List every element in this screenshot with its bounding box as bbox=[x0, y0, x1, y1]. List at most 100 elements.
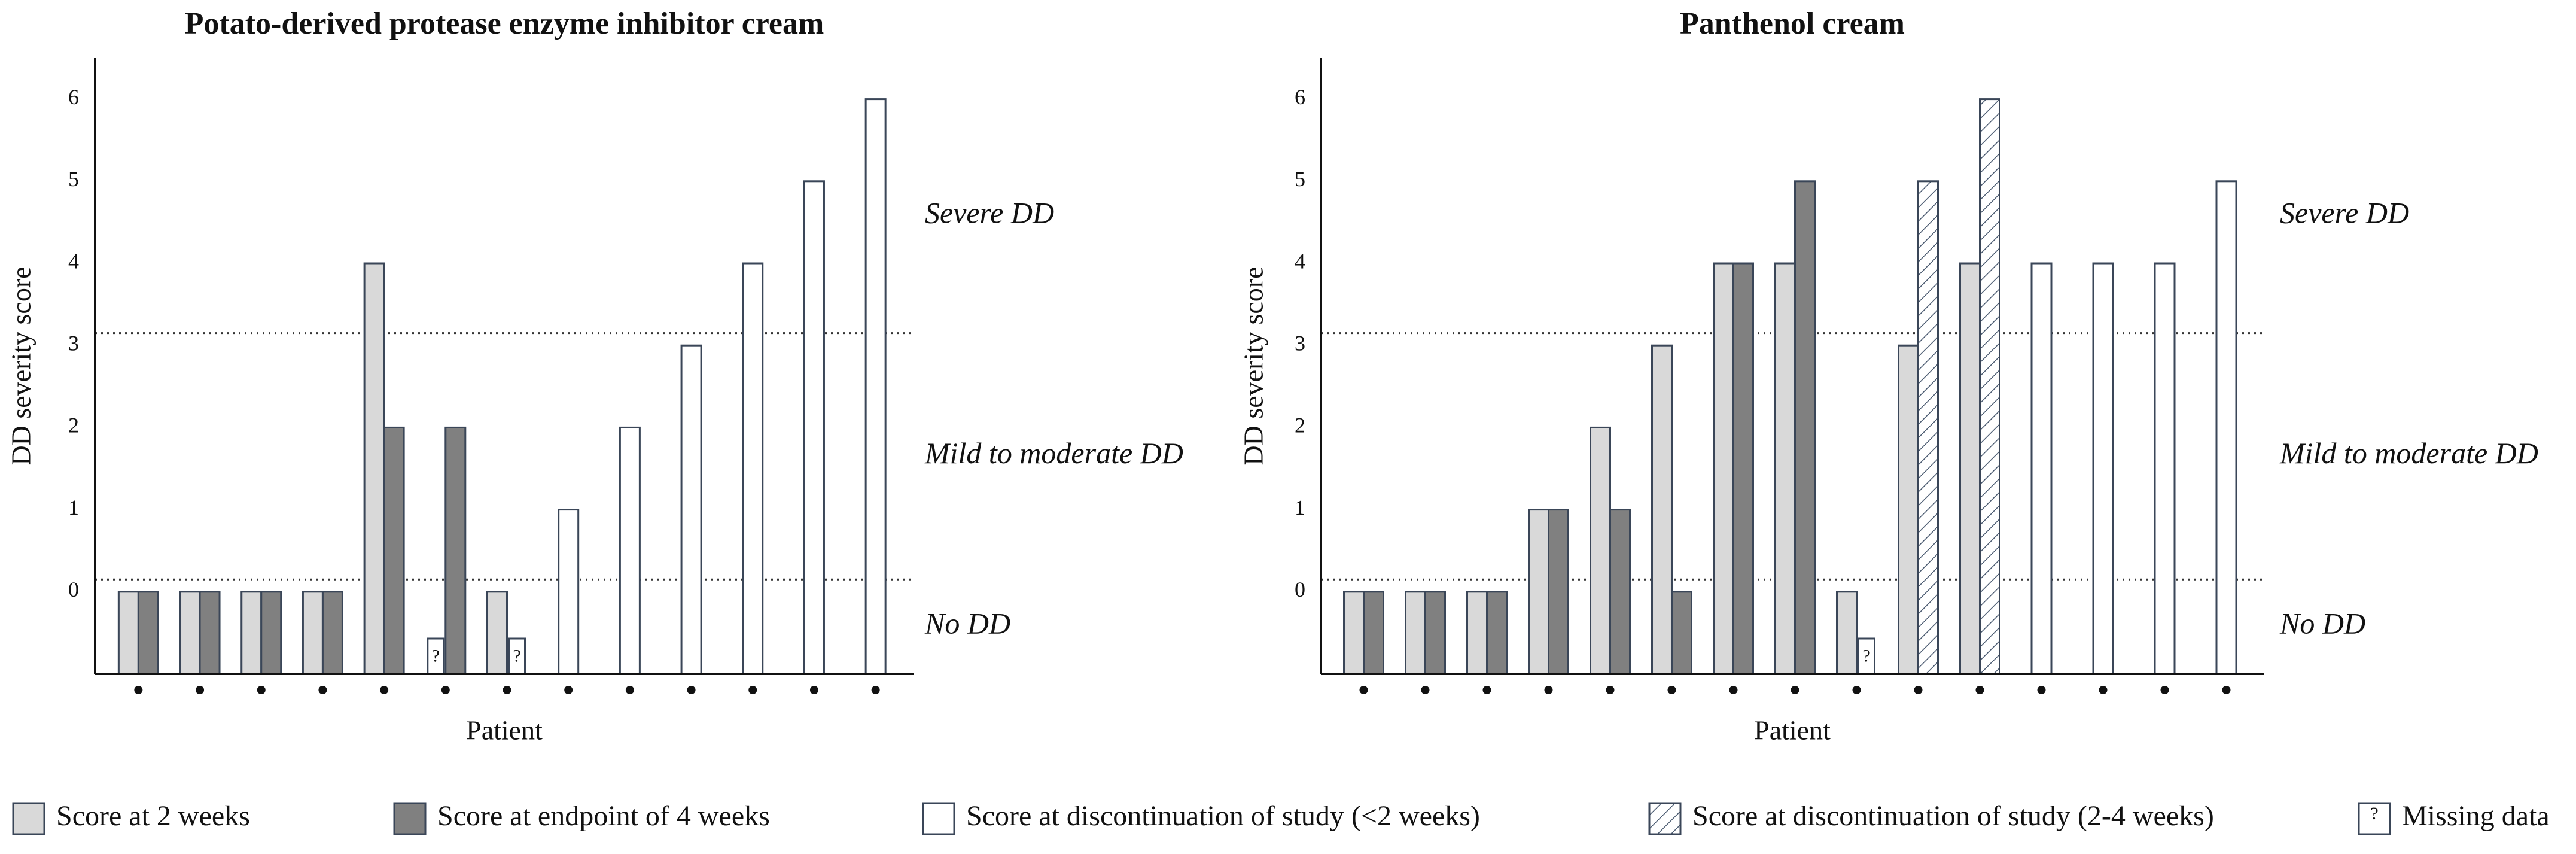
region-annotation: No DD bbox=[924, 607, 1010, 640]
bar bbox=[302, 591, 324, 675]
category-dot bbox=[2099, 686, 2108, 694]
legend-symbol: ? bbox=[2370, 804, 2378, 823]
y-tick-label: 2 bbox=[1295, 414, 1305, 437]
legend-swatch bbox=[12, 802, 45, 835]
region-annotation: No DD bbox=[2279, 607, 2365, 640]
bar bbox=[680, 344, 702, 675]
category-dot bbox=[1791, 686, 1799, 694]
category-dot bbox=[1729, 686, 1738, 694]
category-dot bbox=[196, 686, 205, 694]
legend-swatch bbox=[393, 802, 427, 835]
y-tick-label: 3 bbox=[1295, 331, 1305, 355]
legend-label: Missing data bbox=[2402, 800, 2550, 832]
category-dot bbox=[1421, 686, 1430, 694]
bar bbox=[444, 426, 467, 675]
missing-label: ? bbox=[1862, 646, 1870, 665]
category-dot bbox=[809, 686, 818, 694]
category-dot bbox=[1606, 686, 1615, 694]
category-dot bbox=[625, 686, 634, 694]
legend-swatch bbox=[1648, 802, 1682, 835]
category-dot bbox=[748, 686, 757, 694]
bar bbox=[619, 426, 641, 675]
bar bbox=[1732, 262, 1754, 675]
missing-box bbox=[427, 637, 445, 675]
bar bbox=[2030, 262, 2053, 675]
bar bbox=[742, 262, 764, 675]
category-dot bbox=[871, 686, 880, 694]
y-tick-label: 0 bbox=[68, 578, 79, 601]
bar bbox=[1979, 98, 2000, 675]
category-dot bbox=[1852, 686, 1861, 694]
bar bbox=[803, 180, 825, 675]
bar bbox=[1774, 262, 1796, 675]
bar bbox=[1671, 591, 1692, 675]
chart-title: Panthenol cream bbox=[1680, 7, 1905, 41]
bar bbox=[1590, 426, 1611, 675]
legend-label: Score at discontinuation of study (2-4 w… bbox=[1692, 800, 2214, 832]
x-axis-title: Patient bbox=[1754, 715, 1831, 746]
y-tick-label: 2 bbox=[68, 414, 79, 437]
bar bbox=[1424, 591, 1446, 675]
category-dot bbox=[1667, 686, 1676, 694]
legend-label: Score at endpoint of 4 weeks bbox=[437, 800, 770, 832]
bar bbox=[1794, 180, 1816, 675]
y-tick-label: 6 bbox=[68, 85, 79, 109]
bar bbox=[179, 591, 201, 675]
y-tick-label: 4 bbox=[1295, 249, 1305, 273]
bar bbox=[1466, 591, 1488, 675]
category-dot bbox=[441, 686, 450, 694]
bar bbox=[1917, 180, 1939, 675]
y-axis-title: DD severity score bbox=[6, 266, 36, 465]
category-dot bbox=[2222, 686, 2231, 694]
missing-label: ? bbox=[432, 646, 440, 665]
category-dot bbox=[134, 686, 143, 694]
bar bbox=[1959, 262, 1981, 675]
y-tick-label: 6 bbox=[1295, 85, 1305, 109]
bar bbox=[1548, 509, 1569, 675]
bar bbox=[363, 262, 385, 675]
category-dot bbox=[2037, 686, 2046, 694]
y-tick-label: 1 bbox=[68, 496, 79, 519]
bar bbox=[486, 591, 508, 675]
bar bbox=[117, 591, 139, 675]
category-dot bbox=[2160, 686, 2169, 694]
bar bbox=[199, 591, 221, 675]
category-dot bbox=[1975, 686, 1984, 694]
y-tick-label: 3 bbox=[68, 331, 79, 355]
category-dot bbox=[564, 686, 573, 694]
bar bbox=[1609, 509, 1631, 675]
category-dot bbox=[257, 686, 266, 694]
y-axis-title: DD severity score bbox=[1238, 266, 1269, 465]
bar bbox=[2092, 262, 2114, 675]
y-tick-label: 0 bbox=[1295, 578, 1305, 601]
region-annotation: Mild to moderate DD bbox=[2279, 436, 2538, 470]
y-tick-label: 1 bbox=[1295, 496, 1305, 519]
region-annotation: Severe DD bbox=[2280, 196, 2409, 230]
bar bbox=[558, 509, 580, 675]
y-tick-label: 5 bbox=[1295, 167, 1305, 191]
bar bbox=[137, 591, 159, 675]
bar bbox=[1343, 591, 1365, 675]
category-dot bbox=[503, 686, 511, 694]
bar bbox=[1898, 344, 1919, 675]
region-annotation: Severe DD bbox=[925, 196, 1054, 230]
bar bbox=[2154, 262, 2176, 675]
region-annotation: Mild to moderate DD bbox=[924, 436, 1183, 470]
category-dot bbox=[380, 686, 389, 694]
bar bbox=[864, 98, 887, 675]
chart-title: Potato-derived protease enzyme inhibitor… bbox=[185, 7, 824, 41]
bar bbox=[1363, 591, 1384, 675]
legend-swatch bbox=[922, 802, 955, 835]
bar bbox=[1405, 591, 1426, 675]
x-axis-title: Patient bbox=[466, 715, 543, 746]
bar bbox=[1486, 591, 1508, 675]
category-dot bbox=[1914, 686, 1923, 694]
bar bbox=[1713, 262, 1734, 675]
legend-swatch bbox=[2358, 802, 2391, 835]
category-dot bbox=[318, 686, 327, 694]
category-dot bbox=[1359, 686, 1368, 694]
y-tick-label: 4 bbox=[68, 249, 79, 273]
category-dot bbox=[1482, 686, 1491, 694]
category-dot bbox=[687, 686, 696, 694]
